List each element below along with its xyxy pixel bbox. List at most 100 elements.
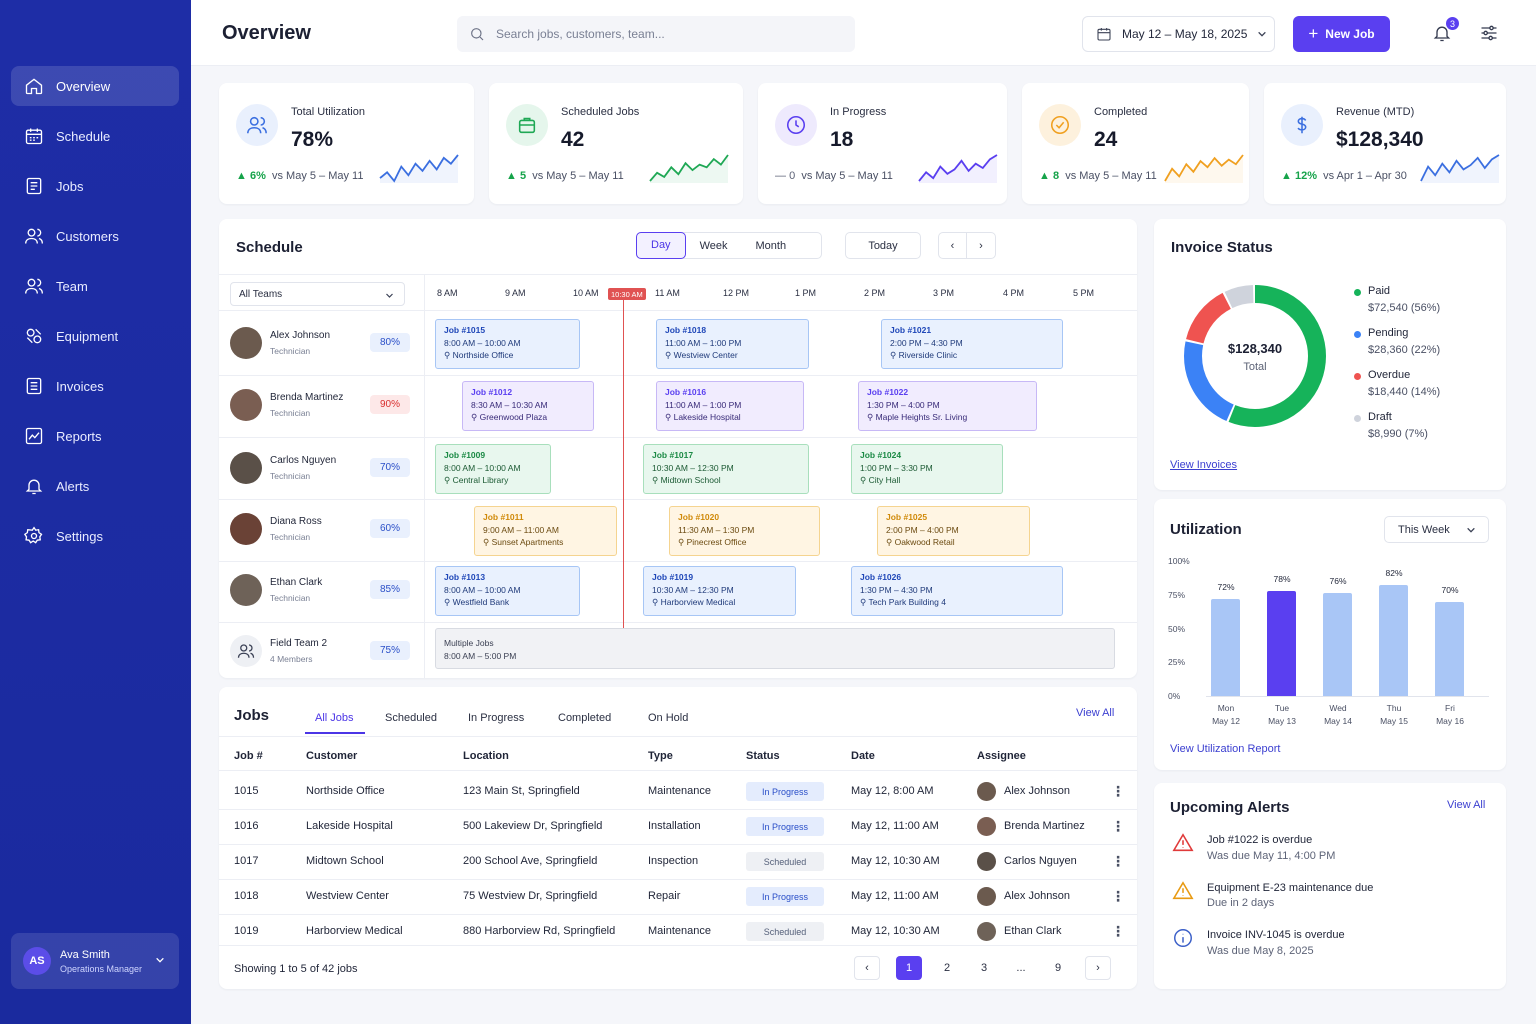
tab-in-progress[interactable]: In Progress <box>468 712 525 724</box>
more-actions-icon[interactable]: ⋮ <box>1111 923 1125 939</box>
sidebar-item-schedule[interactable]: Schedule <box>11 116 179 156</box>
sidebar-item-alerts[interactable]: Alerts <box>11 466 179 506</box>
column-header[interactable]: Customer <box>306 750 358 762</box>
sidebar-item-invoices[interactable]: Invoices <box>11 366 179 406</box>
top-header: Overview May 12 – May 18, 2025 + New Job… <box>191 0 1536 66</box>
job-block[interactable]: Job #1021 2:00 PM – 4:30 PM ⚲ Riverside Cl… <box>881 319 1063 369</box>
sidebar-item-reports[interactable]: Reports <box>11 416 179 456</box>
more-actions-icon[interactable]: ⋮ <box>1111 783 1125 799</box>
table-cell-id[interactable]: 1016 <box>234 820 259 832</box>
view-week-button[interactable]: Week <box>699 239 728 252</box>
sidebar-item-customers[interactable]: Customers <box>11 216 179 256</box>
page-button[interactable]: 9 <box>1054 962 1062 974</box>
alert-title[interactable]: Invoice INV-1045 is overdue <box>1207 929 1345 941</box>
technician-row[interactable]: Carlos Nguyen Technician 70% <box>230 448 415 488</box>
bar-tue[interactable] <box>1267 590 1296 696</box>
today-button[interactable]: Today <box>845 232 921 259</box>
prev-page-button[interactable]: ‹ <box>854 956 880 980</box>
sidebar-item-jobs[interactable]: Jobs <box>11 166 179 206</box>
view-invoices-link[interactable]: View Invoices <box>1170 459 1238 471</box>
search-input[interactable] <box>496 27 826 41</box>
column-header[interactable]: Assignee <box>977 750 1026 762</box>
bar-fri[interactable] <box>1435 601 1464 696</box>
table-cell-id[interactable]: 1015 <box>234 785 259 797</box>
chevron-right-icon: › <box>979 239 983 252</box>
view-all-alerts-link[interactable]: View All <box>1447 799 1486 811</box>
job-block[interactable]: Multiple Jobs 8:00 AM – 5:00 PM <box>435 628 1115 669</box>
sidebar-item-settings[interactable]: Settings <box>11 516 179 556</box>
notifications-button[interactable]: 3 <box>1432 16 1460 45</box>
job-block[interactable]: Job #1022 1:30 PM – 4:00 PM ⚲ Maple Height… <box>858 381 1037 431</box>
column-header[interactable]: Location <box>463 750 509 762</box>
page-ellipsis: ... <box>1016 962 1026 974</box>
bar-wed[interactable] <box>1323 593 1352 696</box>
donut-slice-paid[interactable] <box>1184 285 1326 427</box>
sidebar-item-overview[interactable]: Overview <box>11 66 179 106</box>
user-profile-menu[interactable]: AS Ava Smith Operations Manager <box>11 933 179 989</box>
job-title: Job #1024 <box>860 450 902 460</box>
technician-row[interactable]: Diana Ross Technician 60% <box>230 509 415 549</box>
page-button[interactable]: 1 <box>896 956 922 980</box>
job-block[interactable]: Job #1020 11:30 AM – 1:30 PM ⚲ Pinecrest O… <box>669 506 820 556</box>
column-header[interactable]: Type <box>648 750 673 762</box>
alert-title[interactable]: Equipment E-23 maintenance due <box>1207 882 1374 894</box>
technician-row[interactable]: Field Team 2 4 Members 75% <box>230 631 415 671</box>
technician-row[interactable]: Ethan Clark Technician 85% <box>230 570 415 610</box>
job-block[interactable]: Job #1025 2:00 PM – 4:00 PM ⚲ Oakwood Reta… <box>877 506 1030 556</box>
view-utilization-report-link[interactable]: View Utilization Report <box>1170 743 1281 755</box>
column-header[interactable]: Date <box>851 750 875 762</box>
more-actions-icon[interactable]: ⋮ <box>1111 818 1125 834</box>
tab-completed[interactable]: Completed <box>558 712 612 724</box>
view-day-button[interactable]: Day <box>636 232 686 259</box>
page-button[interactable]: 2 <box>943 962 951 974</box>
column-header[interactable]: Status <box>746 750 780 762</box>
technician-row[interactable]: Alex Johnson Technician 80% <box>230 323 415 363</box>
job-block[interactable]: Job #1013 8:00 AM – 10:00 AM ⚲ Westfield B… <box>435 566 580 616</box>
current-time-tag: 10:30 AM <box>608 288 646 300</box>
utilization-badge: 80% <box>370 333 410 352</box>
job-block[interactable]: Job #1015 8:00 AM – 10:00 AM ⚲ Northside O… <box>435 319 580 369</box>
table-cell-id[interactable]: 1017 <box>234 855 259 867</box>
job-block[interactable]: Job #1009 8:00 AM – 10:00 AM ⚲ Central Lib… <box>435 444 551 494</box>
filters-button[interactable] <box>1479 23 1499 46</box>
table-cell-id[interactable]: 1019 <box>234 925 259 937</box>
view-month-button[interactable]: Month <box>755 239 787 252</box>
job-block[interactable]: Job #1011 9:00 AM – 11:00 AM ⚲ Sunset Apar… <box>474 506 617 556</box>
more-actions-icon[interactable]: ⋮ <box>1111 888 1125 904</box>
bar-mon[interactable] <box>1211 598 1240 696</box>
bar-thu[interactable] <box>1379 585 1408 696</box>
view-all-jobs-link[interactable]: View All <box>1076 707 1115 719</box>
more-actions-icon[interactable]: ⋮ <box>1111 853 1125 869</box>
job-block[interactable]: Job #1019 10:30 AM – 12:30 PM ⚲ Harborview… <box>643 566 796 616</box>
period-select[interactable]: This Week <box>1384 516 1489 543</box>
team-filter-select[interactable]: All Teams <box>230 282 405 306</box>
page-button[interactable]: 3 <box>980 962 988 974</box>
date-range-picker[interactable]: May 12 – May 18, 2025 <box>1082 16 1275 52</box>
sidebar-item-equipment[interactable]: Equipment <box>11 316 179 356</box>
next-day-button[interactable]: › <box>966 232 996 259</box>
column-header[interactable]: Job # <box>234 750 263 762</box>
legend-value: $28,360 (22%) <box>1368 344 1441 356</box>
job-block[interactable]: Job #1018 11:00 AM – 1:00 PM ⚲ Westview Ce… <box>656 319 809 369</box>
donut-slice-pending[interactable] <box>1184 285 1326 427</box>
new-job-button[interactable]: + New Job <box>1293 16 1390 52</box>
job-block[interactable]: Job #1026 1:30 PM – 4:30 PM ⚲ Tech Park Bu… <box>851 566 1063 616</box>
job-block[interactable]: Job #1012 8:30 AM – 10:30 AM ⚲ Greenwood P… <box>462 381 594 431</box>
sidebar-item-team[interactable]: Team <box>11 266 179 306</box>
divider <box>424 274 425 678</box>
schedule-title: Schedule <box>236 239 303 256</box>
prev-day-button[interactable]: ‹ <box>938 232 967 259</box>
technician-row[interactable]: Brenda Martinez Technician 90% <box>230 385 415 425</box>
job-block[interactable]: Job #1024 1:00 PM – 3:30 PM ⚲ City Hall <box>851 444 1003 494</box>
kpi-card-completed: Completed 24 ▲ 8 vs May 5 – May 11 <box>1022 83 1249 204</box>
tab-on-hold[interactable]: On Hold <box>648 712 689 724</box>
divider <box>219 809 1137 810</box>
alert-title[interactable]: Job #1022 is overdue <box>1207 834 1313 846</box>
job-block[interactable]: Job #1016 11:00 AM – 1:00 PM ⚲ Lakeside Ho… <box>656 381 804 431</box>
job-block[interactable]: Job #1017 10:30 AM – 12:30 PM ⚲ Midtown Sc… <box>643 444 809 494</box>
table-cell-id[interactable]: 1018 <box>234 890 259 902</box>
tab-scheduled[interactable]: Scheduled <box>385 712 437 724</box>
sidebar-nav: Overview Schedule Jobs Customers Team Eq… <box>11 66 179 566</box>
tab-all-jobs[interactable]: All Jobs <box>315 712 354 724</box>
next-page-button[interactable]: › <box>1085 956 1111 980</box>
